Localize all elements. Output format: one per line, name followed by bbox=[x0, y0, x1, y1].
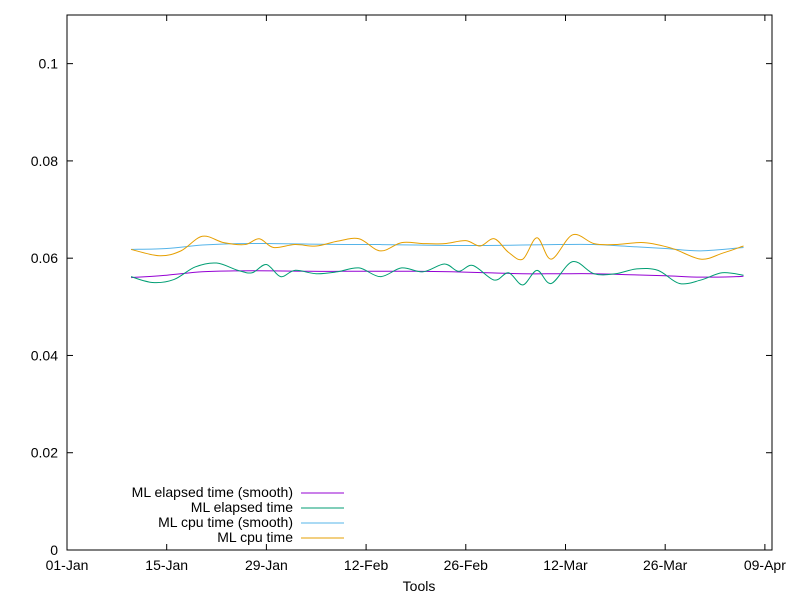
plot-area bbox=[66, 14, 773, 551]
x-axis: 01-Jan 15-Jan 29-Jan 12-Feb 26-Feb 12-Mar 26-M… bbox=[46, 15, 786, 573]
series-lines bbox=[130, 233, 744, 286]
legend-label: ML elapsed time (smooth) bbox=[132, 484, 293, 500]
x-tick-label: 09-Apr bbox=[744, 557, 786, 573]
series-line-ml-cpu-time bbox=[130, 233, 744, 261]
x-axis-label: Tools bbox=[403, 578, 436, 594]
legend: ML elapsed time (smooth)ML elapsed timeM… bbox=[132, 484, 344, 545]
x-tick-label: 12-Mar bbox=[543, 557, 588, 573]
legend-label: ML cpu time (smooth) bbox=[158, 514, 293, 530]
y-tick-label: 0.06 bbox=[31, 250, 58, 266]
y-tick-label: 0.08 bbox=[31, 153, 58, 169]
y-tick-label: 0.04 bbox=[31, 347, 58, 363]
x-tick-label: 12-Feb bbox=[344, 557, 389, 573]
y-tick-label: 0.02 bbox=[31, 445, 58, 461]
x-tick-label: 26-Mar bbox=[643, 557, 688, 573]
series-line-ml-cpu-time-smooth bbox=[131, 242, 744, 252]
y-axis: 0 0.02 0.04 0.06 0.08 0.1 bbox=[31, 56, 772, 558]
legend-label: ML cpu time bbox=[217, 529, 293, 545]
legend-label: ML elapsed time bbox=[191, 499, 293, 515]
y-tick-label: 0.1 bbox=[39, 56, 59, 72]
y-tick-label: 0 bbox=[50, 542, 58, 558]
series-line-ml-elapsed-time bbox=[130, 261, 744, 286]
x-tick-label: 15-Jan bbox=[145, 557, 188, 573]
x-tick-label: 29-Jan bbox=[245, 557, 288, 573]
x-tick-label: 01-Jan bbox=[46, 557, 89, 573]
series-line-ml-elapsed-time-smooth bbox=[131, 270, 744, 279]
x-tick-label: 26-Feb bbox=[444, 557, 489, 573]
